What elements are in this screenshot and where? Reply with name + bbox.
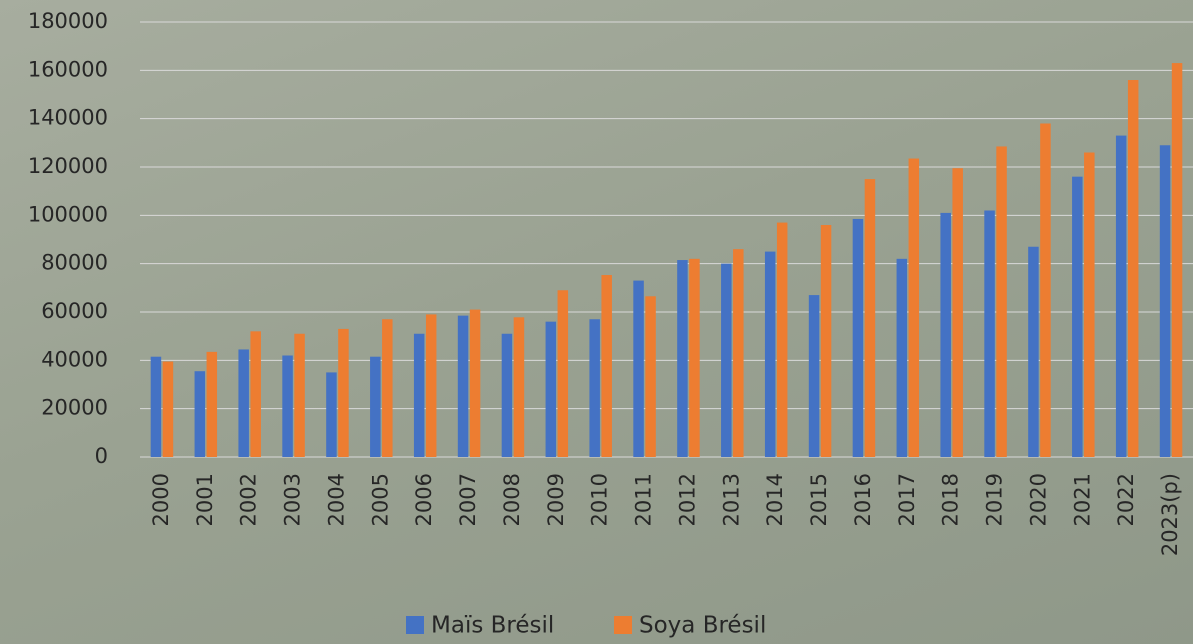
x-tick-label: 2001 xyxy=(193,473,217,526)
bar xyxy=(151,357,162,457)
bar xyxy=(940,213,951,457)
x-tick-label: 2007 xyxy=(456,473,480,526)
y-tick-label: 0 xyxy=(95,444,108,468)
bar xyxy=(546,322,557,457)
bar xyxy=(1028,247,1039,457)
bar xyxy=(382,319,393,457)
bar xyxy=(338,329,349,457)
bar xyxy=(238,349,249,457)
x-tick-label: 2023(p) xyxy=(1158,473,1182,556)
bar xyxy=(909,159,920,457)
bar xyxy=(865,179,876,457)
x-tick-label: 2003 xyxy=(281,473,305,526)
x-tick-label: 2021 xyxy=(1070,473,1094,526)
bar xyxy=(502,334,513,457)
legend-label: Soya Brésil xyxy=(639,613,766,639)
x-tick-label: 2022 xyxy=(1114,473,1138,526)
bar xyxy=(470,310,481,457)
x-tick-label: 2014 xyxy=(763,473,787,526)
bar xyxy=(1172,63,1183,457)
y-tick-label: 140000 xyxy=(28,106,108,130)
chart: 0 20000 40000 60000 80000 100000 120000 140000 1… xyxy=(0,0,1193,644)
bar xyxy=(677,260,688,457)
bar xyxy=(1084,153,1095,458)
x-tick-label: 2005 xyxy=(368,473,392,526)
y-tick-label: 180000 xyxy=(28,9,108,33)
y-tick-label: 20000 xyxy=(41,396,108,420)
bar xyxy=(458,316,469,457)
x-tick-label: 2019 xyxy=(983,473,1007,526)
x-tick-label: 2016 xyxy=(851,473,875,526)
bar xyxy=(952,168,963,457)
y-tick-label: 160000 xyxy=(28,57,108,81)
x-tick-label: 2018 xyxy=(939,473,963,526)
bar xyxy=(326,372,337,457)
bar xyxy=(426,314,437,457)
bar xyxy=(996,146,1007,457)
y-tick-label: 100000 xyxy=(28,202,108,226)
bar xyxy=(633,281,644,457)
bar xyxy=(163,362,174,457)
bar xyxy=(601,275,612,457)
x-tick-label: 2004 xyxy=(324,473,348,526)
legend-swatch xyxy=(614,616,632,634)
bar xyxy=(195,371,206,457)
bar xyxy=(777,223,788,457)
bar xyxy=(645,296,656,457)
bar xyxy=(984,211,995,458)
x-tick-label: 2017 xyxy=(895,473,919,526)
bar xyxy=(809,295,820,457)
bar xyxy=(370,357,381,457)
bar xyxy=(853,219,864,457)
x-tick-label: 2010 xyxy=(588,473,612,526)
x-tick-label: 2013 xyxy=(719,473,743,526)
y-tick-label: 60000 xyxy=(41,299,108,323)
x-tick-label: 2006 xyxy=(412,473,436,526)
bar xyxy=(414,334,425,457)
x-tick-label: 2020 xyxy=(1026,473,1050,526)
bar xyxy=(1160,145,1171,457)
bar xyxy=(733,249,744,457)
bar xyxy=(558,290,569,457)
bar xyxy=(1128,80,1139,457)
y-tick-label: 80000 xyxy=(41,251,108,275)
y-tick-label: 40000 xyxy=(41,347,108,371)
bar xyxy=(207,352,218,457)
bar xyxy=(1072,177,1083,457)
bar xyxy=(897,259,908,457)
x-tick-label: 2011 xyxy=(632,473,656,526)
x-tick-label: 2000 xyxy=(149,473,173,526)
bar xyxy=(294,334,305,457)
x-tick-label: 2012 xyxy=(675,473,699,526)
bar xyxy=(514,317,525,457)
bar xyxy=(282,356,293,458)
bar xyxy=(1116,136,1127,457)
x-tick-label: 2015 xyxy=(807,473,831,526)
bar xyxy=(821,225,832,457)
bar xyxy=(689,259,700,457)
x-tick-label: 2002 xyxy=(237,473,261,526)
bar xyxy=(589,319,600,457)
x-tick-label: 2008 xyxy=(500,473,524,526)
bar xyxy=(721,264,732,457)
x-tick-label: 2009 xyxy=(544,473,568,526)
legend-swatch xyxy=(406,616,424,634)
legend-label: Maïs Brésil xyxy=(431,613,554,639)
bar xyxy=(765,252,776,457)
bar xyxy=(1040,124,1051,458)
bar xyxy=(250,331,261,457)
y-tick-label: 120000 xyxy=(28,154,108,178)
